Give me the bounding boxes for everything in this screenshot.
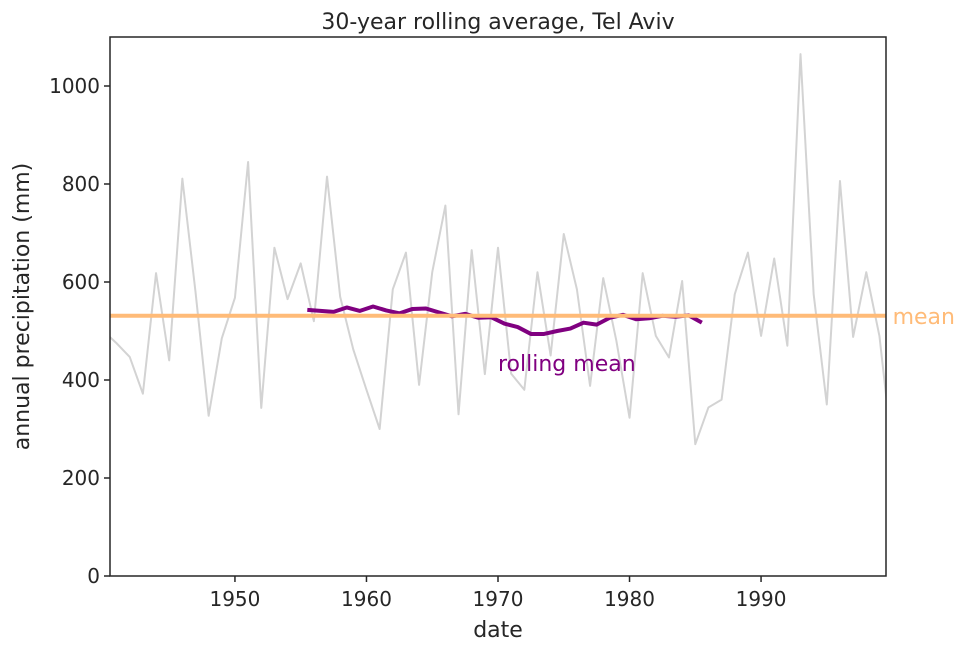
mean-annotation: mean <box>893 305 955 330</box>
y-tick-label: 800 <box>62 172 100 196</box>
y-tick-label: 400 <box>62 368 100 392</box>
plot-frame <box>109 36 887 577</box>
y-tick-label: 0 <box>87 564 100 588</box>
y-tick-label: 200 <box>62 466 100 490</box>
y-axis-label: annual precipitation (mm) <box>10 163 35 451</box>
x-tick-label: 1980 <box>604 587 655 611</box>
y-tick-label: 600 <box>62 270 100 294</box>
x-tick-label: 1950 <box>209 587 260 611</box>
y-tick-label: 1000 <box>49 74 100 98</box>
rolling-mean-annotation: rolling mean <box>498 352 636 377</box>
x-axis-label: date <box>473 618 523 643</box>
x-tick-label: 1970 <box>473 587 524 611</box>
x-tick-label: 1960 <box>341 587 392 611</box>
annual-precipitation-line <box>110 53 886 446</box>
chart-title: 30-year rolling average, Tel Aviv <box>321 10 674 35</box>
x-tick-label: 1990 <box>736 587 787 611</box>
plot-background <box>110 37 886 576</box>
rolling-mean-line <box>307 304 703 336</box>
